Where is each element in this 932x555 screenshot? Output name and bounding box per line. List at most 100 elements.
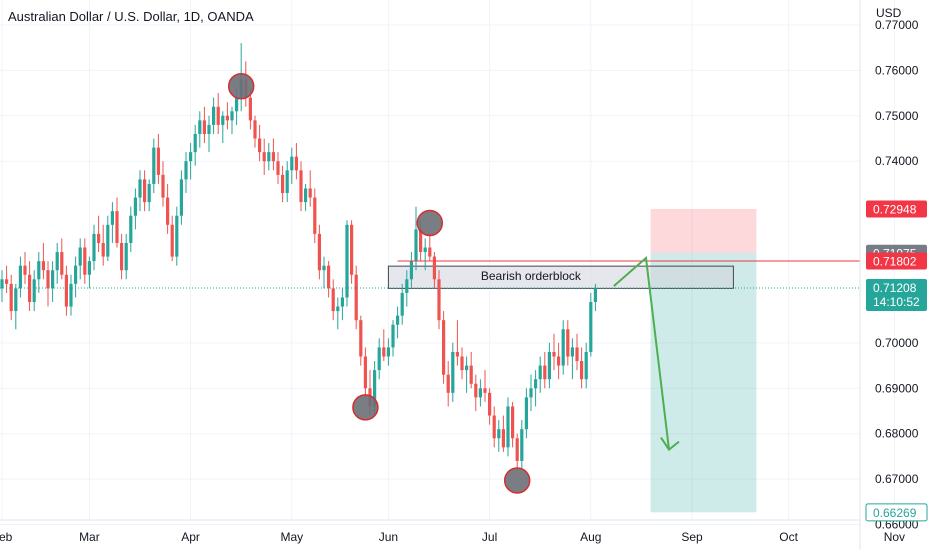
candle (23, 252, 27, 284)
candle (170, 215, 174, 262)
candle (207, 115, 211, 153)
candle-body (97, 233, 101, 243)
candle (414, 206, 418, 271)
price-axis-currency: USD (876, 6, 902, 20)
candle (124, 233, 128, 280)
candle (101, 224, 105, 266)
candle-body (382, 347, 386, 357)
candle-body (28, 274, 32, 303)
candle-body (175, 215, 179, 257)
candle (524, 388, 528, 439)
candle-body (179, 179, 183, 216)
candle-body (276, 161, 280, 175)
label-layer: 0.729480.719750.718020.7120814:10:520.66… (865, 200, 928, 522)
candle-body (281, 174, 285, 194)
candle-body (373, 370, 377, 407)
candle-body (198, 120, 202, 134)
candle-body (152, 147, 156, 184)
candle (129, 206, 133, 253)
candle-body (308, 188, 312, 198)
x-tick-label: Sep (681, 530, 703, 544)
candle-body (547, 351, 551, 380)
candle (147, 179, 151, 212)
candle (294, 143, 298, 180)
candle (55, 242, 59, 284)
candle (92, 224, 96, 271)
candle (474, 374, 478, 412)
candle (483, 370, 487, 402)
candle-body (55, 252, 59, 271)
candle-body (327, 265, 331, 289)
candle (60, 238, 64, 280)
candle (423, 238, 427, 271)
candle (561, 320, 565, 375)
x-tick-label: Apr (181, 530, 200, 544)
candle-body (313, 197, 317, 234)
candle (290, 147, 294, 184)
candle-body (506, 406, 510, 448)
candle-body (543, 365, 547, 380)
candle (175, 206, 179, 266)
candle-body (354, 274, 358, 321)
candle (253, 115, 257, 148)
candle (547, 342, 551, 389)
candle-body (18, 265, 22, 289)
y-tick-label: 0.68000 (875, 427, 919, 441)
y-tick-label: 0.70000 (875, 336, 919, 350)
candle-body (359, 320, 363, 357)
price-label-red: 0.72948 (866, 200, 927, 218)
candle (221, 111, 225, 144)
candle (534, 370, 538, 407)
candle (230, 106, 234, 134)
candle-body (106, 224, 110, 257)
candle (110, 202, 114, 243)
candle-body (147, 183, 151, 203)
candle (193, 124, 197, 166)
x-tick-label: May (280, 530, 303, 544)
candle-body (120, 242, 124, 271)
candle (18, 256, 22, 298)
candle (78, 238, 82, 280)
price-label-box (866, 200, 927, 218)
candle (322, 256, 326, 289)
candle-body (129, 215, 133, 243)
candle-body (87, 261, 91, 275)
candle-body (23, 265, 27, 275)
candle (589, 292, 593, 357)
candle (14, 283, 18, 330)
candle-body (0, 279, 4, 289)
candle-body (345, 224, 349, 298)
candle-body (538, 365, 542, 380)
candle (37, 252, 41, 293)
candle (377, 338, 381, 380)
x-tick-label: Nov (884, 530, 905, 544)
candle (345, 220, 349, 307)
candle-body (83, 247, 87, 275)
candle (501, 415, 505, 452)
candle-body (110, 211, 114, 225)
candle (400, 283, 404, 325)
candle-body (161, 174, 165, 198)
candle (83, 238, 87, 284)
price-label-text: 0.71208 (873, 281, 917, 295)
candle (313, 188, 317, 243)
candle-body (566, 329, 570, 357)
candle (317, 224, 321, 280)
candle (580, 347, 584, 389)
candle-body (262, 152, 266, 162)
candle (41, 242, 45, 280)
candle-body (511, 406, 515, 439)
candle (570, 338, 574, 380)
candle (557, 342, 561, 380)
candle-body (225, 115, 229, 121)
candle-body (488, 392, 492, 416)
candle (552, 333, 556, 371)
candle-body (515, 438, 519, 461)
candle-body (520, 429, 524, 461)
candle (359, 315, 363, 366)
candle (32, 270, 36, 312)
candle-body (41, 261, 45, 271)
candle (156, 133, 160, 184)
candle-body (170, 224, 174, 257)
